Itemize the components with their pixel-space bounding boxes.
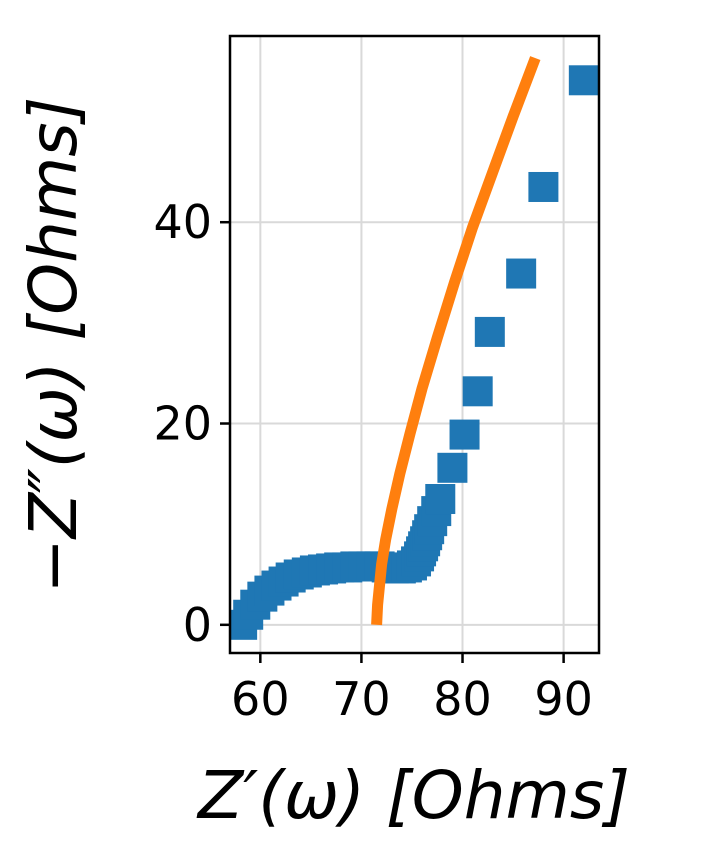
x-tick-label: 60: [231, 672, 290, 726]
data-point: [506, 258, 537, 289]
ticks: 60 70 80 90 0 20 40: [153, 195, 592, 726]
data-point: [449, 419, 480, 450]
y-tick-label: 20: [153, 397, 212, 451]
x-tick-label: 90: [534, 672, 593, 726]
data-point: [462, 376, 493, 407]
data-point: [437, 452, 468, 483]
y-tick-label: 40: [153, 195, 212, 249]
x-tick-label: 70: [332, 672, 391, 726]
data-point: [425, 484, 456, 515]
x-axis-label: Z′(ω) [Ohms]: [196, 757, 630, 834]
data-point: [474, 316, 505, 347]
data-layer: [230, 56, 599, 640]
y-axis-label: −Z″(ω) [Ohms]: [15, 97, 92, 594]
fit-line: [371, 56, 541, 626]
x-tick-label: 80: [433, 672, 492, 726]
plot-frame: [228, 34, 601, 655]
y-tick-label: 0: [183, 598, 212, 652]
data-point: [568, 65, 599, 96]
data-point: [528, 171, 559, 202]
